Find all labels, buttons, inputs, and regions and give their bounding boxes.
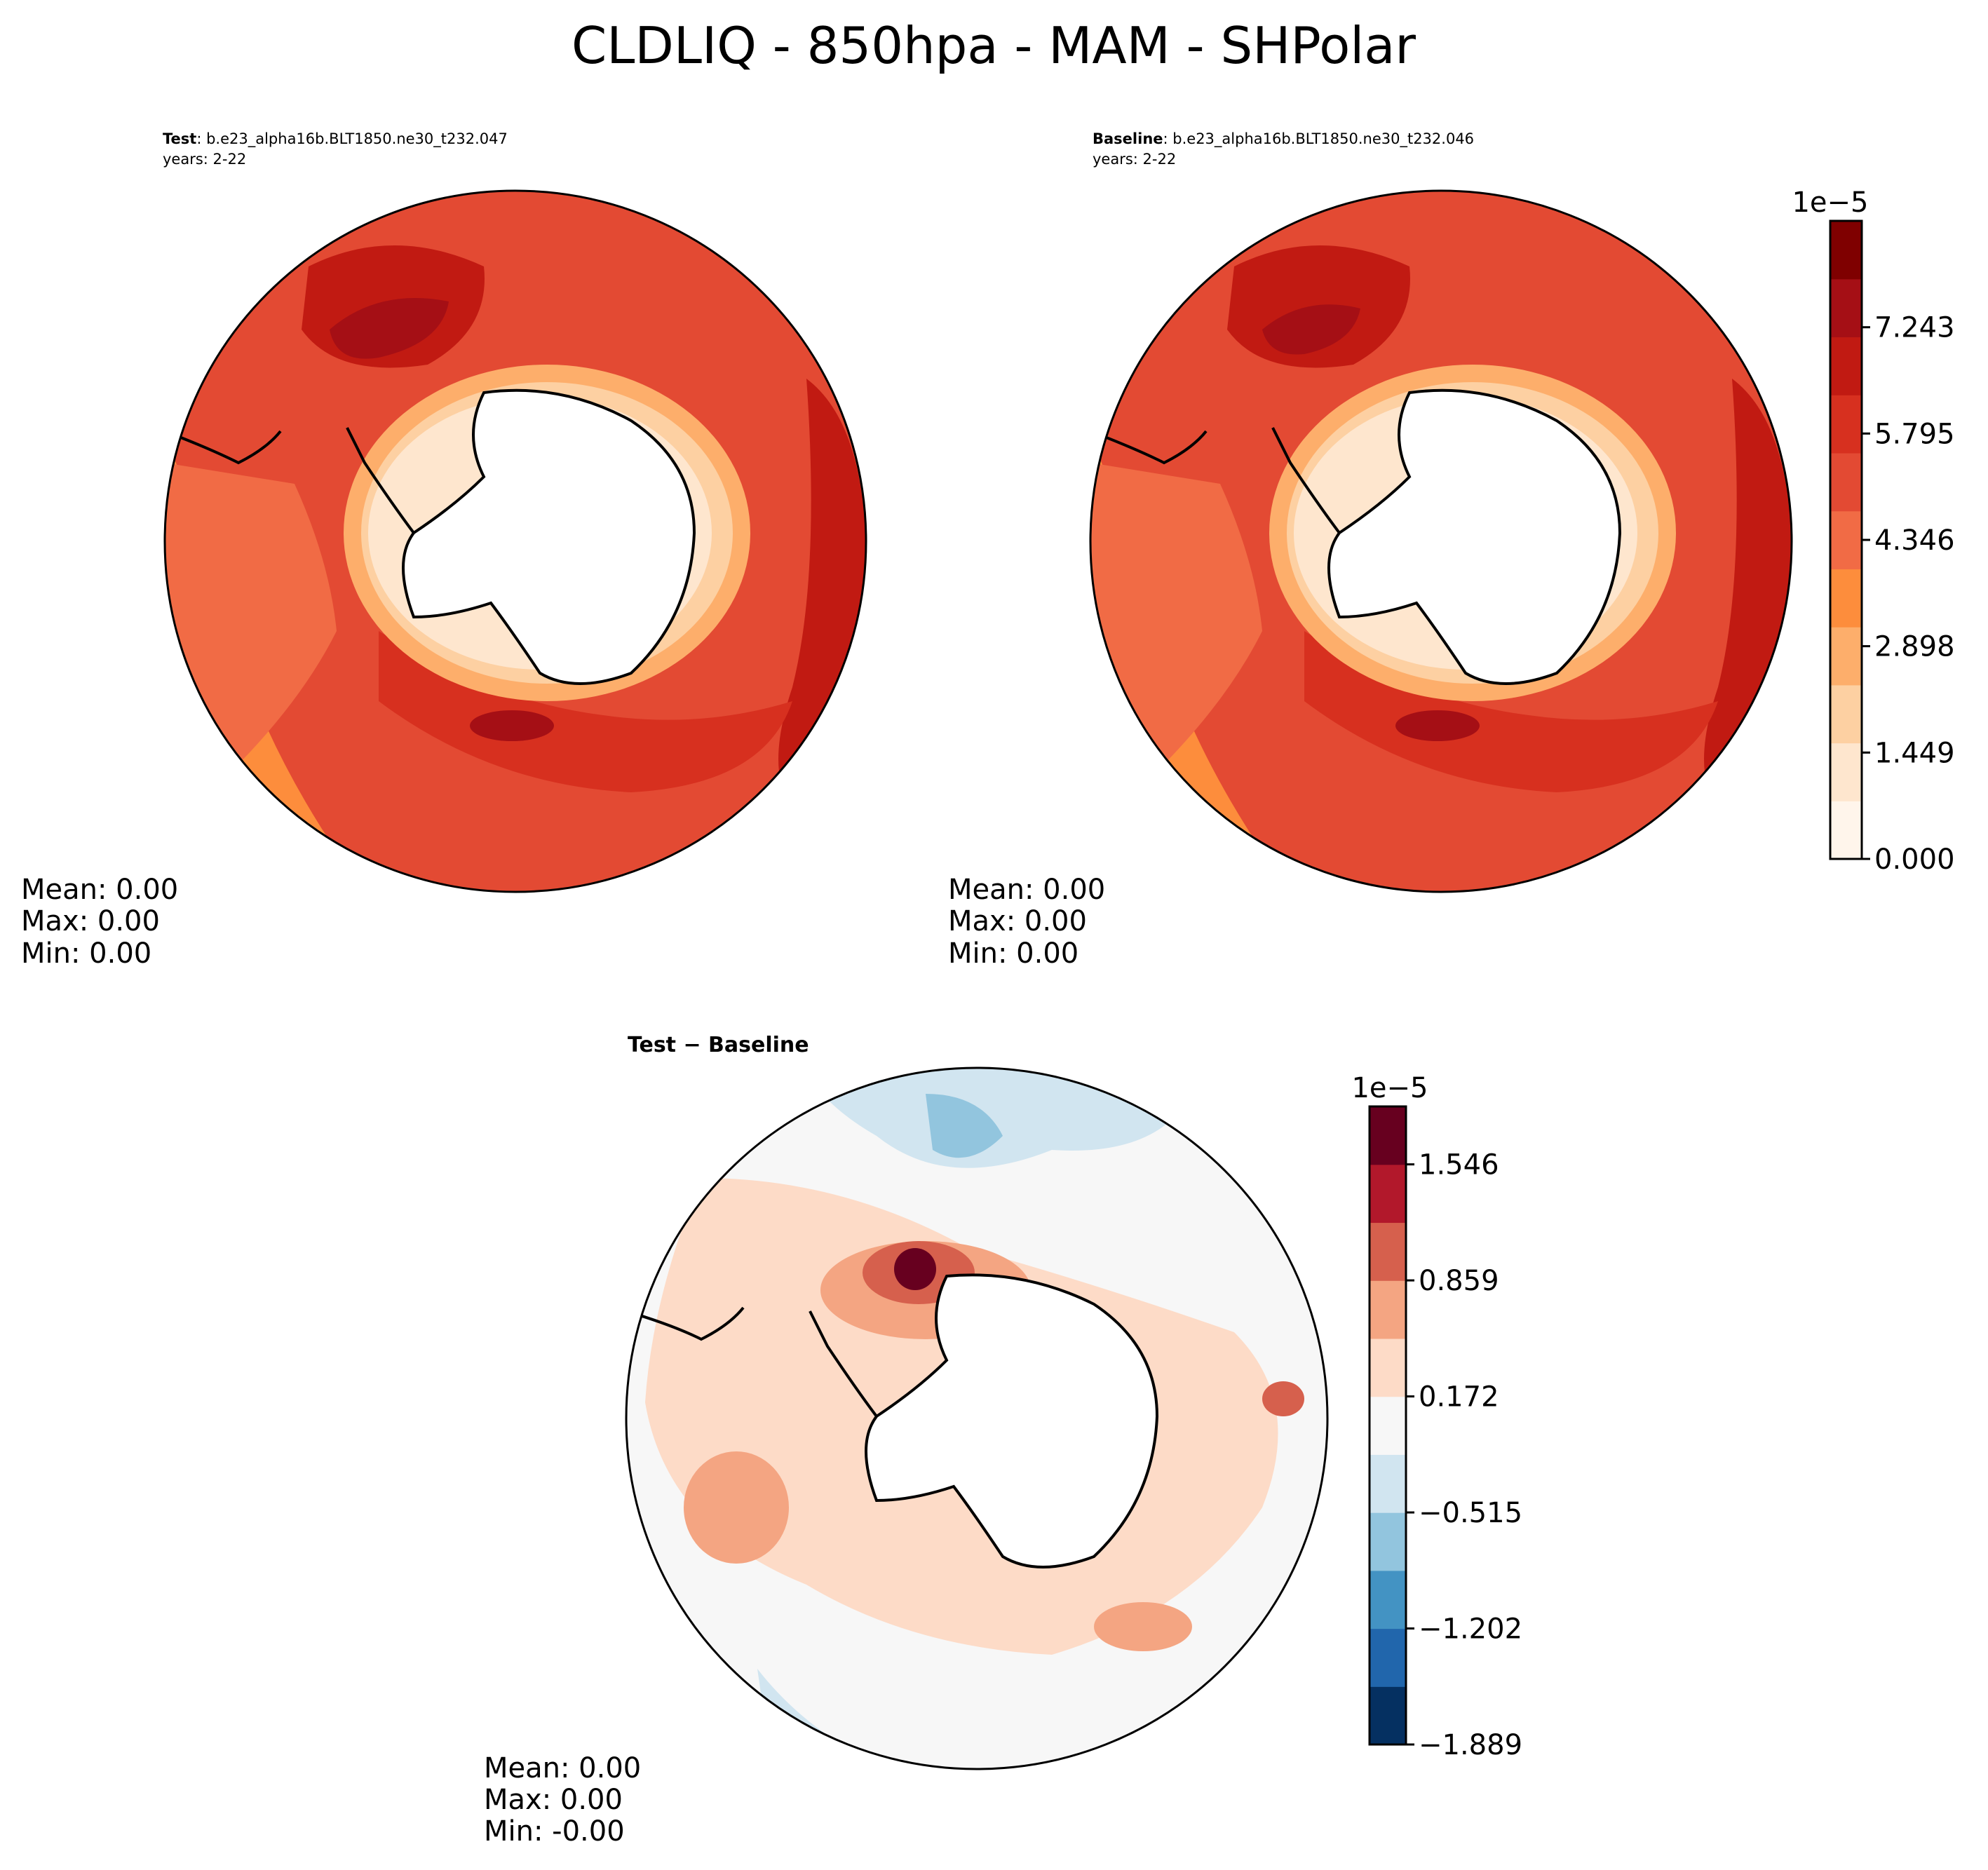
test-case-label-bold: Test bbox=[163, 130, 196, 147]
baseline-east-high bbox=[1704, 379, 1792, 806]
baseline-south-america bbox=[1090, 430, 1208, 465]
test-case-label: Test: b.e23_alpha16b.BLT1850.ne30_t232.0… bbox=[163, 130, 508, 148]
difference-map bbox=[626, 1068, 1327, 1769]
test-south-america bbox=[165, 430, 282, 465]
colorbar-main-level-8 bbox=[1830, 337, 1862, 395]
colorbar-diff-tick-label: −1.202 bbox=[1419, 1613, 1522, 1646]
colorbar-main-multiplier: 1e−5 bbox=[1792, 187, 1868, 219]
colorbar-diff-tick-label: 0.172 bbox=[1419, 1381, 1499, 1414]
colorbar-diff-level-2 bbox=[1370, 1570, 1406, 1630]
baseline-map bbox=[1090, 191, 1792, 892]
baseline-south-band bbox=[1304, 631, 1718, 792]
baseline-west-band bbox=[1090, 463, 1262, 785]
colorbar-diff-tick-label: −1.889 bbox=[1419, 1729, 1522, 1761]
difference-map-border bbox=[625, 1066, 1329, 1770]
colorbar-main: 7.243 5.795 4.346 2.898 1.449 0.000 bbox=[1829, 219, 1955, 876]
colorbar-main-level-2 bbox=[1830, 684, 1862, 744]
colorbar-main-tick-label: 4.346 bbox=[1874, 524, 1955, 557]
difference-west-positive bbox=[684, 1451, 789, 1564]
colorbar-main-tick-label: 7.243 bbox=[1874, 312, 1955, 344]
difference-title: Test − Baseline bbox=[628, 1033, 809, 1057]
test-map-border bbox=[163, 189, 867, 893]
colorbar-main-level-6 bbox=[1830, 452, 1862, 512]
test-antarctica bbox=[402, 388, 696, 685]
test-map bbox=[165, 191, 866, 892]
colorbar-diff-level-9 bbox=[1370, 1164, 1406, 1224]
colorbar-main-level-10 bbox=[1830, 221, 1862, 280]
colorbar-diff-multiplier: 1e−5 bbox=[1351, 1072, 1428, 1104]
colorbar-main-tick-label: 0.000 bbox=[1874, 843, 1955, 876]
colorbar-diff-level-10 bbox=[1370, 1106, 1406, 1165]
difference-se-positive bbox=[1094, 1602, 1192, 1651]
difference-antarctica bbox=[865, 1273, 1159, 1569]
difference-south-america bbox=[626, 1306, 745, 1341]
baseline-case-label: Baseline: b.e23_alpha16b.BLT1850.ne30_t2… bbox=[1093, 130, 1474, 148]
difference-positive-max bbox=[894, 1248, 936, 1290]
test-stat-mean: Mean: 0.00 bbox=[21, 874, 178, 906]
colorbar-diff-level-6 bbox=[1370, 1338, 1406, 1397]
colorbar-diff-tick-label: 1.546 bbox=[1419, 1149, 1499, 1181]
baseline-south-core bbox=[1395, 710, 1480, 741]
baseline-antarctica bbox=[1327, 388, 1622, 685]
baseline-case-label-name: : b.e23_alpha16b.BLT1850.ne30_t232.046 bbox=[1163, 130, 1475, 148]
baseline-peninsula bbox=[1271, 427, 1341, 534]
colorbar-diff-level-3 bbox=[1370, 1512, 1406, 1571]
chart-title: CLDLIQ - 850hpa - MAM - SHPolar bbox=[572, 16, 1416, 75]
test-east-high bbox=[778, 379, 866, 806]
difference-peninsula bbox=[809, 1310, 878, 1418]
colorbar-main-tick-label: 2.898 bbox=[1874, 631, 1955, 663]
difference-east-positive bbox=[1262, 1381, 1304, 1416]
colorbar-diff-tick-label: −0.515 bbox=[1419, 1497, 1522, 1529]
colorbar-diff-frame bbox=[1368, 1105, 1407, 1746]
baseline-case-label-bold: Baseline bbox=[1093, 130, 1163, 147]
test-south-core bbox=[470, 710, 554, 741]
colorbar-diff-level-4 bbox=[1370, 1454, 1406, 1513]
colorbar-diff-level-7 bbox=[1370, 1280, 1406, 1339]
baseline-stat-mean: Mean: 0.00 bbox=[948, 874, 1105, 906]
colorbar-main-level-3 bbox=[1830, 627, 1862, 686]
test-case-label-name: : b.e23_alpha16b.BLT1850.ne30_t232.047 bbox=[196, 130, 508, 148]
colorbar-diff: 1.546 0.859 0.172 −0.515 −1.202 −1.889 bbox=[1368, 1105, 1522, 1761]
test-peninsula bbox=[346, 427, 415, 534]
colorbar-diff-level-8 bbox=[1370, 1222, 1406, 1281]
difference-stat-min: Min: -0.00 bbox=[484, 1815, 625, 1848]
colorbar-main-tick-label: 1.449 bbox=[1874, 737, 1955, 769]
difference-north-negative-core bbox=[926, 1094, 1003, 1158]
colorbar-main-level-5 bbox=[1830, 510, 1862, 569]
colorbar-main-level-4 bbox=[1830, 569, 1862, 628]
test-stat-max: Max: 0.00 bbox=[21, 905, 160, 937]
difference-north-negative bbox=[806, 1068, 1192, 1168]
test-nw-core bbox=[330, 298, 449, 359]
colorbar-main-tick-label: 5.795 bbox=[1874, 418, 1955, 450]
difference-stat-mean: Mean: 0.00 bbox=[484, 1752, 641, 1784]
colorbar-diff-tick-label: 0.859 bbox=[1419, 1265, 1499, 1297]
colorbar-main-level-0 bbox=[1830, 801, 1862, 860]
colorbar-diff-level-5 bbox=[1370, 1396, 1406, 1455]
baseline-map-border bbox=[1089, 189, 1793, 893]
baseline-nw-core bbox=[1262, 304, 1360, 355]
baseline-stat-max: Max: 0.00 bbox=[948, 905, 1087, 937]
colorbar-main-level-1 bbox=[1830, 743, 1862, 801]
test-stat-min: Min: 0.00 bbox=[21, 937, 151, 970]
colorbar-main-level-7 bbox=[1830, 395, 1862, 454]
test-west-band bbox=[165, 463, 337, 785]
test-years: years: 2-22 bbox=[163, 151, 246, 168]
difference-stat-max: Max: 0.00 bbox=[484, 1784, 623, 1816]
baseline-stat-min: Min: 0.00 bbox=[948, 937, 1078, 970]
colorbar-main-level-9 bbox=[1830, 278, 1862, 338]
baseline-years: years: 2-22 bbox=[1093, 151, 1176, 168]
colorbar-diff-level-0 bbox=[1370, 1686, 1406, 1745]
colorbar-diff-level-1 bbox=[1370, 1628, 1406, 1687]
test-south-band bbox=[379, 631, 792, 792]
